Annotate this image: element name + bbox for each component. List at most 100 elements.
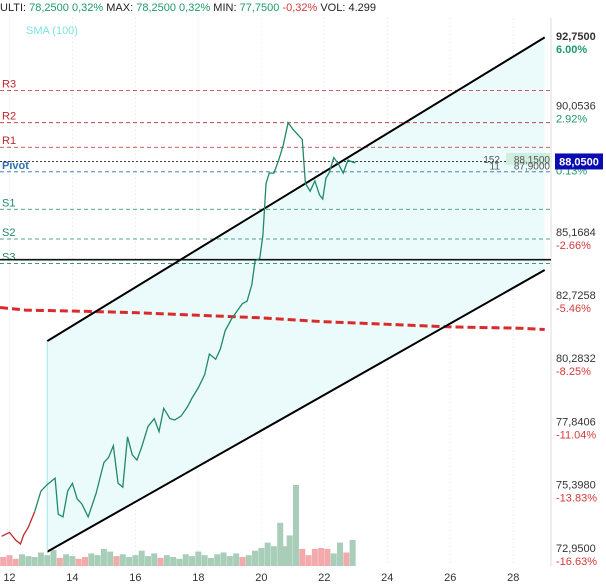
channel-upper-line: [46, 36, 546, 342]
volume-bar: [19, 554, 26, 566]
price-series: [1, 121, 357, 546]
volume-bar: [233, 553, 240, 566]
price-line-red: [1, 511, 36, 546]
volume-bar: [201, 555, 208, 566]
volume-bar: [44, 555, 51, 566]
volume-bar: [281, 546, 288, 566]
volume-bar: [94, 555, 101, 566]
x-tick-label: 26: [444, 572, 456, 584]
y-tick-label: 90,0536: [556, 101, 596, 113]
channel-fill: [47, 37, 545, 552]
volume-bar: [292, 485, 299, 566]
volume-bar: [270, 546, 277, 566]
volume-bar: [170, 557, 177, 566]
min-price-value: 77,7500: [239, 2, 280, 14]
order-book-bid-bar: [506, 152, 550, 165]
sma-line: [0, 306, 545, 331]
quote-summary-bar: ULTI: 78,2500 0,32% MAX: 78,2500 0,32% M…: [0, 0, 606, 16]
volume-bar: [220, 552, 227, 566]
sma-layer: [0, 306, 545, 331]
order-book: 152 88,1500 11 87,9000: [483, 152, 551, 172]
volume-bar: [214, 554, 221, 566]
y-tick-pct: -8.25%: [556, 366, 591, 378]
channel-lower-line: [46, 269, 546, 553]
volume-bar: [151, 553, 158, 566]
volume-bar: [182, 554, 189, 566]
last-price-change: 0,32%: [71, 2, 104, 14]
max-price-label: MAX:: [106, 2, 134, 14]
volume-bar: [311, 548, 318, 566]
volume-bar: [113, 556, 120, 566]
x-tick-label: 24: [381, 572, 393, 584]
max-price-change: 0,32%: [179, 2, 211, 14]
volume-label: VOL:: [320, 2, 346, 14]
volume-bar: [337, 542, 344, 566]
trend-channel: [46, 36, 546, 553]
volume-bar: [286, 535, 293, 566]
level-label-r3: R3: [2, 78, 16, 90]
level-label-s3: S3: [2, 252, 15, 264]
volume-bar: [82, 557, 89, 566]
volume-bar: [138, 550, 145, 566]
volume-bar: [343, 552, 350, 566]
y-tick-pct: 2.92%: [556, 114, 587, 126]
order-book-qty: 152: [483, 155, 500, 166]
y-tick-pct: -13.83%: [556, 493, 597, 505]
y-tick-pct: -5.46%: [556, 303, 591, 315]
volume-bar: [144, 556, 151, 566]
x-tick-label: 14: [66, 572, 78, 584]
x-tick-label: 12: [3, 572, 15, 584]
current-price-badge: [555, 153, 603, 170]
last-price-value: 78,2500: [29, 2, 69, 14]
volume-bar: [37, 552, 44, 566]
volume-bar: [107, 551, 114, 566]
y-tick-pct: -11.04%: [556, 429, 596, 441]
y-tick-label: 80,2832: [556, 353, 596, 365]
volume-bar: [12, 558, 19, 566]
order-book-qty: 11: [490, 161, 501, 172]
volume-bar: [189, 556, 196, 566]
y-tick-label: 75,3980: [556, 480, 596, 492]
volume-value: 4.299: [348, 2, 377, 14]
volume-bar: [176, 558, 183, 566]
y-tick-pct: -2.66%: [556, 240, 591, 252]
volume-bar: [88, 553, 95, 566]
volume-bar: [157, 557, 164, 566]
volume-bar: [299, 548, 306, 566]
volume-bar: [245, 555, 252, 566]
level-label-s2: S2: [2, 227, 15, 239]
volume-bar: [69, 556, 76, 566]
volume-bar: [318, 548, 325, 566]
order-book-price: 87,9000: [514, 161, 551, 172]
volume-bar: [31, 557, 38, 566]
volume-bar: [56, 557, 63, 566]
volume-bar: [119, 554, 126, 566]
x-tick-label: 20: [255, 572, 267, 584]
y-tick-label: 85,1684: [556, 227, 596, 239]
volume-bar: [195, 551, 202, 566]
pivot-levels: R3 R2 R1 Pivot S1 S2 S3: [0, 78, 551, 264]
volume-bar: [264, 542, 271, 566]
min-price-change: -0,32%: [282, 2, 318, 14]
level-label-r1: R1: [2, 135, 16, 147]
y-tick-label: 92,7500: [556, 31, 596, 43]
volume-bar: [163, 555, 170, 566]
y-tick-label: 77,8406: [556, 416, 596, 428]
volume-bar: [226, 556, 233, 566]
x-tick-label: 16: [129, 572, 141, 584]
volume-bar: [75, 558, 82, 566]
order-book-price: 88,1500: [514, 155, 551, 166]
volume-bars: [0, 485, 356, 566]
volume-bar: [132, 555, 139, 566]
y-tick-pct: -16.63%: [556, 556, 597, 568]
current-price-label: 88,0500: [559, 156, 599, 168]
volume-bar: [239, 557, 246, 566]
y-tick-label: 82,7258: [556, 290, 596, 302]
y-tick-pct: 6.00%: [556, 44, 587, 56]
level-label-pivot: Pivot: [2, 160, 29, 172]
x-tick-label: 22: [318, 572, 330, 584]
x-axis: 12 14 16 18 20 22 24 26 28: [3, 572, 519, 584]
volume-bar: [63, 554, 70, 566]
min-price-label: MIN:: [213, 2, 237, 14]
